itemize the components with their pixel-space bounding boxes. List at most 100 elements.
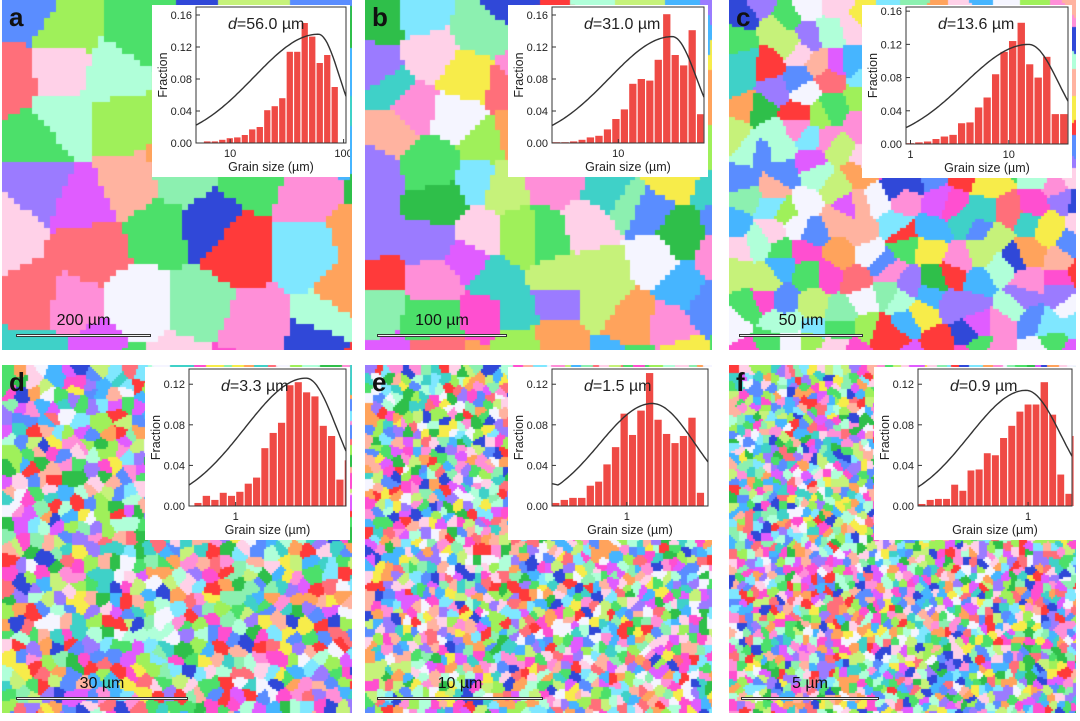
mean-symbol: d xyxy=(950,378,960,395)
histogram-bar xyxy=(249,129,256,143)
y-tick-label: 0.04 xyxy=(171,106,192,118)
histogram-bar xyxy=(328,435,336,506)
panel-d: d 30 µm 0.00 0.04 0.08 0.12 1 Grain size (µm) Fr… xyxy=(2,365,352,713)
histogram-bar xyxy=(967,470,975,506)
histogram-bar xyxy=(552,502,560,506)
x-tick-label: 10 xyxy=(1003,149,1015,161)
histogram-bar xyxy=(227,495,236,506)
y-axis-label: Fraction xyxy=(878,415,892,460)
x-axis-label: Grain size (µm) xyxy=(585,160,671,174)
y-tick-label: 0.12 xyxy=(527,42,548,54)
mean-grain-size-annotation: d=13.6 µm xyxy=(938,16,1014,33)
histogram-bar xyxy=(1043,56,1051,145)
histogram-inset: 0.00 0.04 0.08 0.12 0.16 10 100 Grain size (µm)… xyxy=(152,5,350,177)
panel-letter: c xyxy=(736,2,751,32)
fit-curve xyxy=(917,389,1073,488)
plot-frame xyxy=(905,6,1069,145)
histogram-bar xyxy=(620,413,628,506)
x-tick-label: 10 xyxy=(224,148,236,160)
histogram-bar xyxy=(244,483,252,506)
y-axis-label: Fraction xyxy=(149,415,163,460)
histogram-bar xyxy=(277,422,286,506)
histogram-bar xyxy=(663,14,671,144)
y-axis-label: Fraction xyxy=(156,52,170,97)
histogram-bar xyxy=(991,74,1000,144)
histogram-bar xyxy=(918,503,926,506)
y-tick-label: 0.16 xyxy=(171,10,192,22)
y-tick-label: 0.04 xyxy=(881,106,902,118)
mean-symbol: d xyxy=(584,378,594,395)
y-tick-label: 0.12 xyxy=(881,39,902,51)
histogram-bar xyxy=(958,123,966,144)
x-axis-label: Grain size (µm) xyxy=(952,523,1038,537)
histogram-bar xyxy=(256,127,263,143)
panel-a: a 200 µm 0.00 0.04 0.08 0.12 0.16 10 100 Grain si… xyxy=(2,0,352,350)
histogram-inset: 0.00 0.04 0.08 0.12 0.16 1 10 Grain size (µm) Fr… xyxy=(862,5,1072,178)
histogram-bar xyxy=(974,107,983,144)
y-axis-label: Fraction xyxy=(866,53,880,98)
histogram-bar xyxy=(301,23,308,143)
scale-bar-label: 10 µm xyxy=(437,675,483,692)
y-tick-label: 0.00 xyxy=(164,501,185,513)
y-tick-label: 0.12 xyxy=(893,379,914,391)
histogram-bar xyxy=(943,498,950,506)
histogram-bar xyxy=(234,137,241,143)
histogram-bar xyxy=(612,119,620,143)
histogram-bar xyxy=(951,484,959,506)
histogram-bar xyxy=(202,495,211,506)
histogram-bar xyxy=(679,435,688,506)
histogram-bar xyxy=(646,80,654,143)
y-axis-label: Fraction xyxy=(512,415,526,460)
panel-c: c 50 µm 0.00 0.04 0.08 0.12 0.16 1 10 Grain size … xyxy=(729,0,1076,350)
mean-grain-size-annotation: d=1.5 µm xyxy=(584,378,651,395)
histogram-bar xyxy=(654,419,662,506)
plot-frame xyxy=(188,368,347,507)
histogram-bar xyxy=(923,141,932,144)
histogram-bar xyxy=(211,141,218,143)
panel-f: f 5 µm 0.00 0.04 0.08 0.12 1 Grain size (µm) Fra… xyxy=(729,365,1076,713)
y-tick-label: 0.00 xyxy=(881,139,902,151)
y-tick-label: 0.08 xyxy=(881,73,902,85)
histogram-bar xyxy=(671,443,679,506)
histogram-bar xyxy=(1034,77,1042,144)
mean-symbol: d xyxy=(938,16,948,33)
x-tick-label: 10 xyxy=(612,148,624,160)
y-tick-label: 0.00 xyxy=(893,501,914,513)
mean-symbol: d xyxy=(228,16,238,33)
scale-bar-line xyxy=(16,697,188,700)
panel-letter: a xyxy=(9,2,24,32)
histogram-bar xyxy=(311,396,319,506)
histogram-bar xyxy=(271,106,278,143)
histogram-bar xyxy=(1040,382,1049,506)
scale-bar-label: 5 µm xyxy=(792,675,828,692)
histogram-inset: 0.00 0.04 0.08 0.12 1 Grain size (µm) Fraction… xyxy=(508,367,712,540)
histogram-bar xyxy=(595,481,603,506)
histogram-bar xyxy=(286,51,293,143)
scale-bar-label: 30 µm xyxy=(79,675,125,692)
histogram-bar xyxy=(926,499,934,506)
histogram-chart: 0.00 0.04 0.08 0.12 0.16 10 100 Grain size (µm)… xyxy=(156,6,350,174)
mean-symbol: d xyxy=(221,378,231,395)
y-tick-label: 0.08 xyxy=(171,74,192,86)
mean-grain-size-annotation: d=0.9 µm xyxy=(950,378,1017,395)
y-tick-label: 0.04 xyxy=(527,460,548,472)
histogram-bar xyxy=(264,110,271,143)
panel-letter: f xyxy=(736,367,745,397)
histogram-bar xyxy=(1049,414,1057,506)
histogram-bar xyxy=(344,460,346,506)
histogram-bar xyxy=(1000,438,1008,506)
histogram-bar xyxy=(253,477,261,506)
scale-bar-line xyxy=(739,334,863,337)
histogram-bar xyxy=(241,135,248,143)
scale-bar-line xyxy=(16,334,151,337)
histogram-bar xyxy=(586,485,594,506)
y-tick-label: 0.08 xyxy=(527,420,548,432)
y-tick-label: 0.12 xyxy=(171,42,192,54)
histogram-bar xyxy=(680,65,688,143)
histogram-bar xyxy=(620,109,628,143)
x-tick-label: 1 xyxy=(624,511,630,523)
histogram-bar xyxy=(603,464,611,506)
